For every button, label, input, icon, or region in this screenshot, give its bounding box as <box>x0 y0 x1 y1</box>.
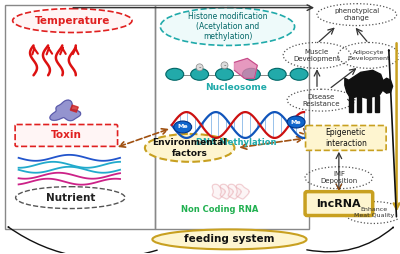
Text: Muscle
Development: Muscle Development <box>294 49 340 62</box>
Polygon shape <box>212 184 225 199</box>
Text: Non Coding RNA: Non Coding RNA <box>181 205 258 214</box>
Text: -: - <box>223 62 226 68</box>
Circle shape <box>221 62 228 69</box>
Text: Nucleosome: Nucleosome <box>206 83 267 92</box>
Ellipse shape <box>152 229 306 249</box>
Polygon shape <box>367 96 371 112</box>
FancyBboxPatch shape <box>15 124 118 146</box>
Polygon shape <box>236 184 249 199</box>
Text: Histone modification
(Acetylation and
methylation): Histone modification (Acetylation and me… <box>188 12 267 41</box>
Text: lncRNA: lncRNA <box>316 199 361 209</box>
Ellipse shape <box>191 68 208 80</box>
Text: -: - <box>198 64 201 70</box>
Polygon shape <box>349 96 353 112</box>
Polygon shape <box>375 96 379 112</box>
Bar <box>5 5 155 229</box>
Ellipse shape <box>13 9 132 33</box>
Polygon shape <box>70 105 78 112</box>
Circle shape <box>196 64 203 71</box>
Polygon shape <box>345 70 384 98</box>
Ellipse shape <box>268 68 286 80</box>
Polygon shape <box>220 184 233 199</box>
Polygon shape <box>381 78 392 93</box>
Polygon shape <box>50 100 81 121</box>
Ellipse shape <box>287 116 305 128</box>
Text: Enhance
Meat Quality: Enhance Meat Quality <box>354 207 394 218</box>
Text: Environmental
factors: Environmental factors <box>152 138 227 157</box>
Text: feeding system: feeding system <box>184 234 275 244</box>
Ellipse shape <box>216 68 234 80</box>
FancyArrowPatch shape <box>388 50 396 217</box>
Ellipse shape <box>166 68 184 80</box>
Polygon shape <box>234 58 257 78</box>
Text: Me: Me <box>291 120 302 124</box>
Ellipse shape <box>290 68 308 80</box>
FancyBboxPatch shape <box>306 125 386 150</box>
Text: Me: Me <box>178 124 188 130</box>
FancyArrowPatch shape <box>8 227 157 254</box>
FancyBboxPatch shape <box>305 192 373 215</box>
Text: Disease
Resistance: Disease Resistance <box>302 94 340 107</box>
Text: DNA Methylation: DNA Methylation <box>196 138 277 147</box>
Text: phenotypical
change: phenotypical change <box>334 8 380 21</box>
Polygon shape <box>357 96 361 112</box>
Text: Adipocyte
Development: Adipocyte Development <box>348 50 390 61</box>
Ellipse shape <box>242 68 260 80</box>
Polygon shape <box>228 184 241 199</box>
Text: Nutrient: Nutrient <box>46 193 95 203</box>
Ellipse shape <box>174 121 192 133</box>
Text: Temperature: Temperature <box>35 15 110 26</box>
Text: IMF
Deposition: IMF Deposition <box>320 171 358 184</box>
Ellipse shape <box>160 8 295 45</box>
Text: Toxin: Toxin <box>51 130 82 140</box>
Text: Epigenetic
interaction: Epigenetic interaction <box>325 128 367 148</box>
Ellipse shape <box>145 134 234 162</box>
Bar <box>155 5 309 229</box>
FancyArrowPatch shape <box>307 227 393 252</box>
